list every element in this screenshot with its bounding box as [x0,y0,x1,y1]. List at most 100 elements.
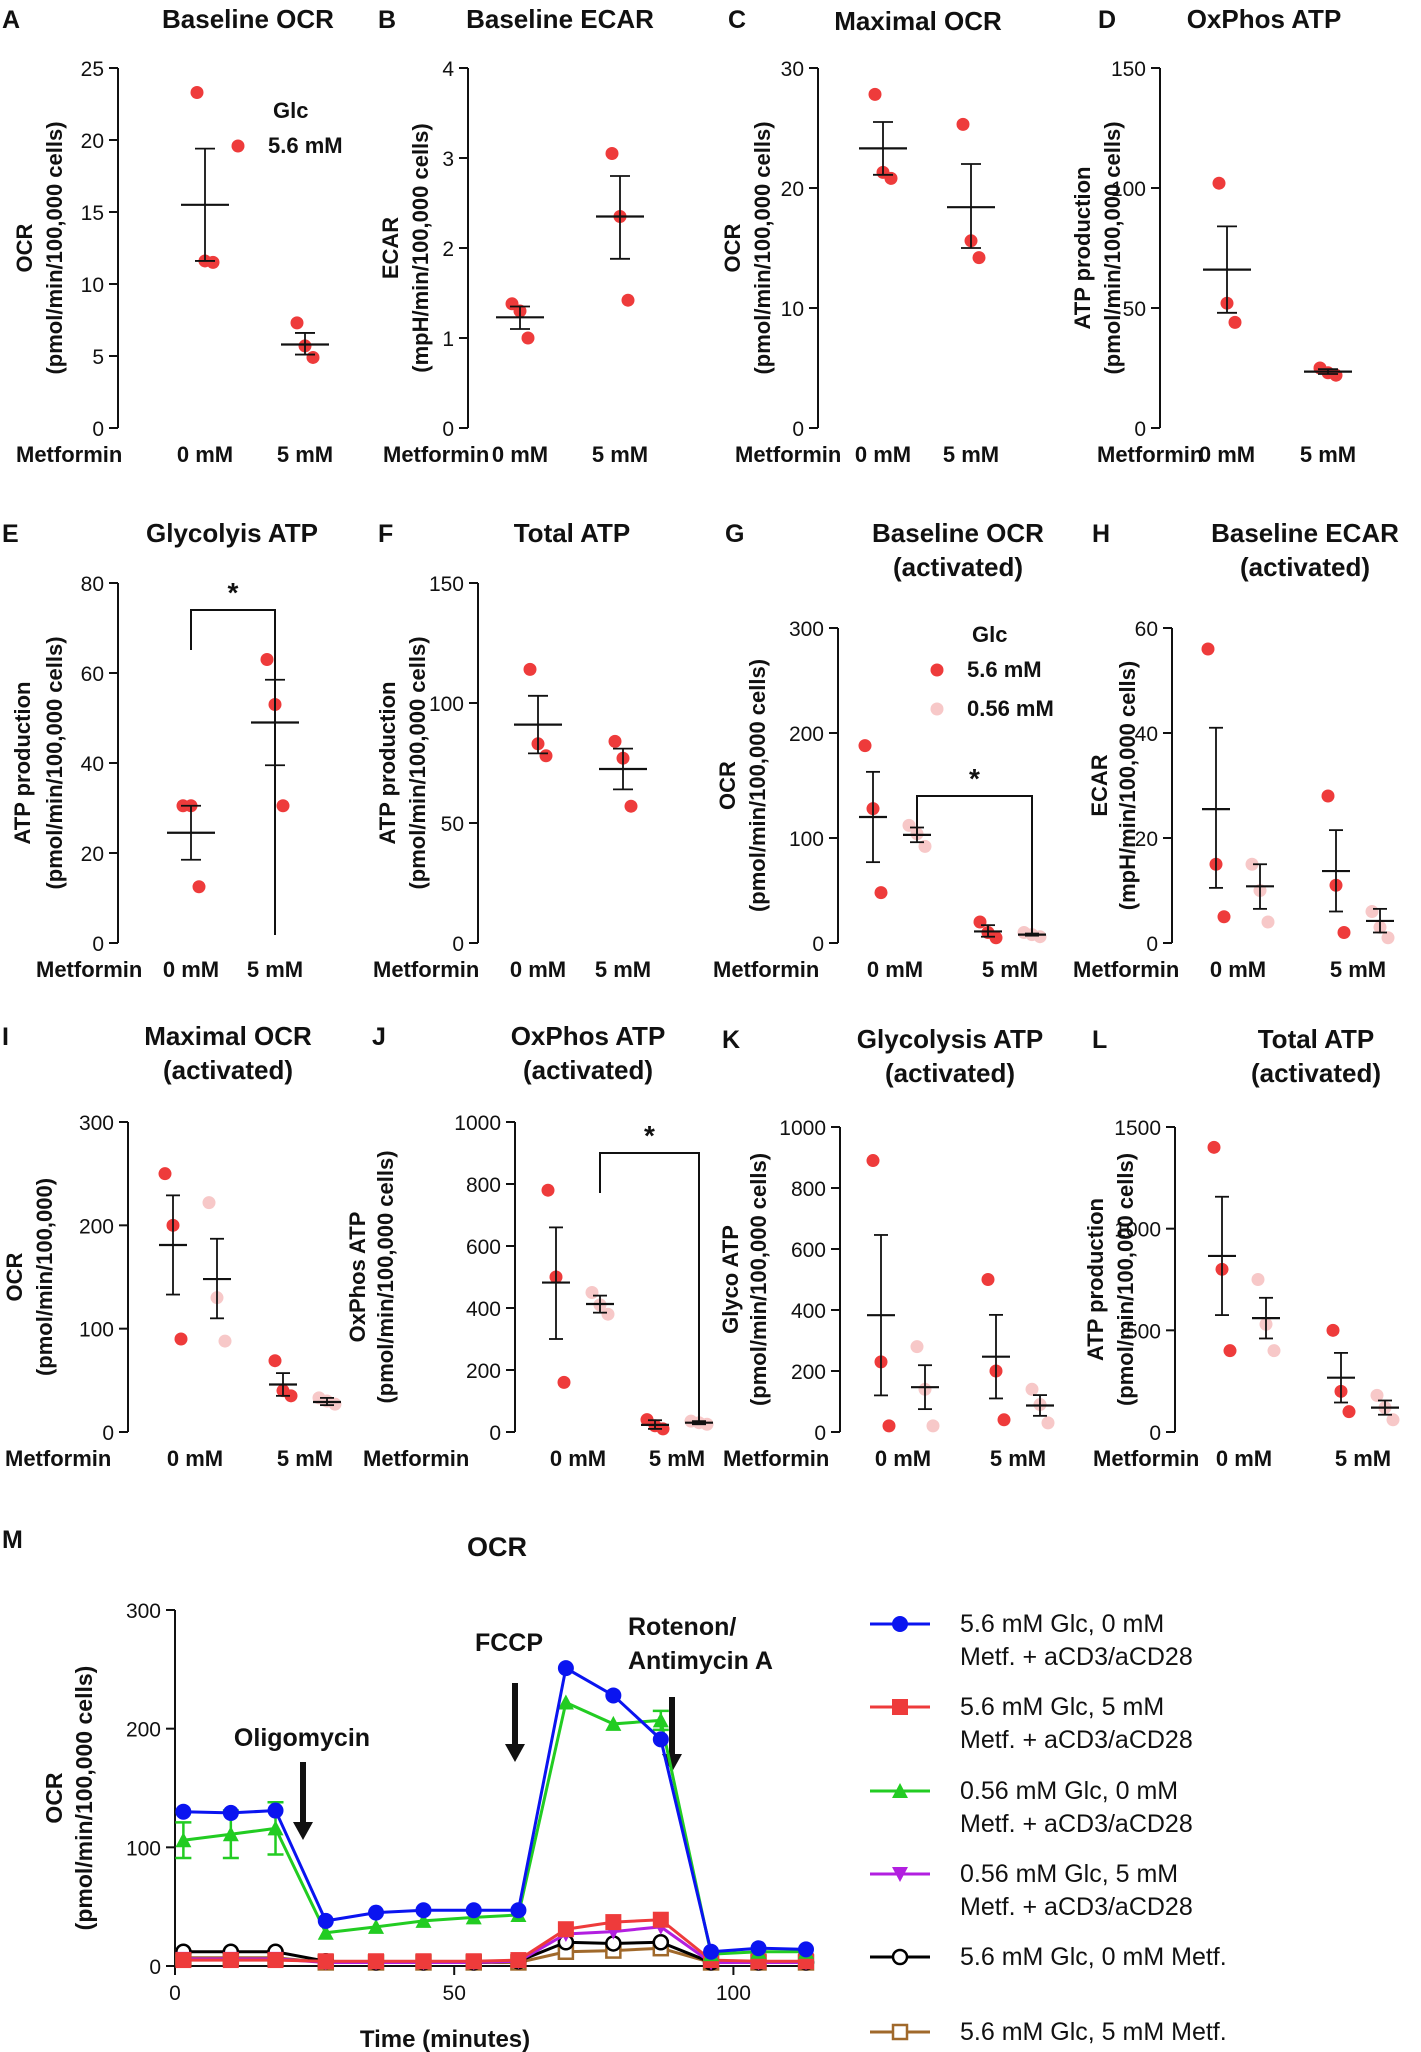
x-tick-label: 0 mM [167,1446,223,1471]
y-tick-label: 80 [81,573,104,596]
chart-title: Baseline OCR [162,4,334,34]
series-marker [605,1687,622,1704]
y-tick-label: 150 [429,573,464,596]
y-axis-label: (pmol/min/100,000) [32,1178,57,1376]
chart-title: Baseline ECAR [1211,518,1399,548]
data-point [174,1332,188,1346]
x-axis-label: Metformin [36,957,142,982]
data-point [1251,1273,1265,1286]
y-tick-label: 0 [149,1956,161,1979]
data-point [868,87,882,101]
y-axis-label: (pmol/min/100,000 cells) [405,636,430,889]
y-axis-label: ECAR [378,217,403,279]
legend-title: Glc [273,98,308,123]
legend-label: 0.56 mM Glc, 5 mM [960,1860,1178,1888]
x-tick-label: 0 mM [855,442,911,467]
data-point [1025,1382,1039,1396]
y-tick-label: 500 [1126,1320,1161,1343]
legend-marker [930,702,944,716]
chart-title: Baseline OCR [872,518,1044,548]
significance-bracket [599,1152,700,1424]
x-tick-label: 0 mM [1216,1446,1272,1471]
panel-letter: F [378,520,393,548]
y-tick-label: 20 [1135,828,1158,851]
y-axis-label: OCR [41,1772,67,1824]
panel-letter: L [1092,1026,1107,1054]
panel-a: A Baseline OCR 0 5 10 15 20 25 OCR (pmol/min/100,… [2,4,343,467]
data-point [206,255,220,269]
data-point [926,1419,940,1433]
series-marker [222,1826,239,1842]
y-tick-label: 800 [791,1178,826,1201]
x-tick-label: 5 mM [1335,1446,1391,1471]
x-tick-label: 100 [716,1982,751,2005]
series-marker [605,1914,622,1931]
y-axis-label: ECAR [1087,754,1112,816]
y-axis-label: (pmol/min/100,000 cells) [42,636,67,889]
y-tick-label: 1 [442,328,454,351]
x-tick-label: 5 mM [247,957,303,982]
data-point [858,739,872,753]
annotation-label: Rotenon/ [628,1613,736,1641]
y-axis-label: (pmol/min/100,000 cells) [71,1666,97,1931]
series-marker [415,1912,432,1928]
y-tick-label: 40 [1135,723,1158,746]
series-marker [465,1902,482,1919]
data-point [1217,910,1231,924]
x-axis-label: Metformin [1097,442,1203,467]
panel-letter: B [378,6,396,34]
y-axis-label: OCR [2,1252,27,1301]
legend-label: 5.6 mM Glc, 5 mM Metf. [960,2018,1227,2046]
chart-title: Maximal OCR [144,1021,312,1051]
data-point [972,251,986,265]
series-marker [175,1832,192,1848]
data-point [1207,1140,1221,1154]
y-tick-label: 300 [79,1112,114,1135]
chart-title: Baseline ECAR [466,4,654,34]
y-tick-label: 100 [1111,178,1146,201]
series-marker [222,1804,239,1821]
annotation-arrow-head [662,1754,682,1772]
panel-c: C Maximal OCR 0 10 20 30 OCR (pmol/min/100,000 … [720,6,1002,467]
series-marker [415,1953,432,1970]
x-tick-label: 0 mM [867,957,923,982]
data-point [902,818,916,832]
x-axis-label: Metformin [5,1446,111,1471]
data-point [981,1273,995,1286]
series-marker [317,1912,334,1929]
panel-i: I Maximal OCR (activated) 0 100 200 300 OCR (pmo… [2,1021,342,1471]
y-tick-label: 1500 [1114,1117,1161,1140]
chart-subtitle: (activated) [163,1055,293,1085]
panel-letter: A [2,6,20,34]
series-marker [703,1943,720,1960]
y-axis-label: (pmol/min/100,000 cells) [373,1150,398,1403]
data-point [1381,931,1395,945]
x-tick-label: 0 mM [510,957,566,982]
series-marker [175,1803,192,1820]
series-marker [652,1911,669,1928]
y-tick-label: 200 [79,1215,114,1238]
y-tick-label: 20 [781,178,804,201]
data-point [202,1196,216,1210]
y-axis-label: OCR [12,223,37,272]
data-point [1326,1323,1340,1337]
x-tick-label: 5 mM [277,1446,333,1471]
series-marker [222,1952,239,1969]
panel-b: B Baseline ECAR 0 1 2 3 4 ECAR (mpH/min/100,000 … [378,4,654,467]
chart-title: Total ATP [1258,1024,1375,1054]
y-tick-label: 0 [442,418,454,441]
y-axis-label: OxPhos ATP [345,1212,370,1343]
y-tick-label: 4 [442,58,454,81]
series-marker [317,1953,334,1970]
y-axis-label: (mpH/min/100,000 cells) [1115,661,1140,910]
series-marker [750,1940,767,1957]
panel-letter: I [2,1023,9,1051]
y-axis-label: ATP production [1070,167,1095,330]
y-tick-label: 3 [442,148,454,171]
y-tick-label: 600 [791,1239,826,1262]
x-axis-label: Time (minutes) [360,2026,530,2052]
legend-marker [892,1699,908,1715]
y-tick-label: 60 [81,663,104,686]
y-tick-label: 20 [81,843,104,866]
